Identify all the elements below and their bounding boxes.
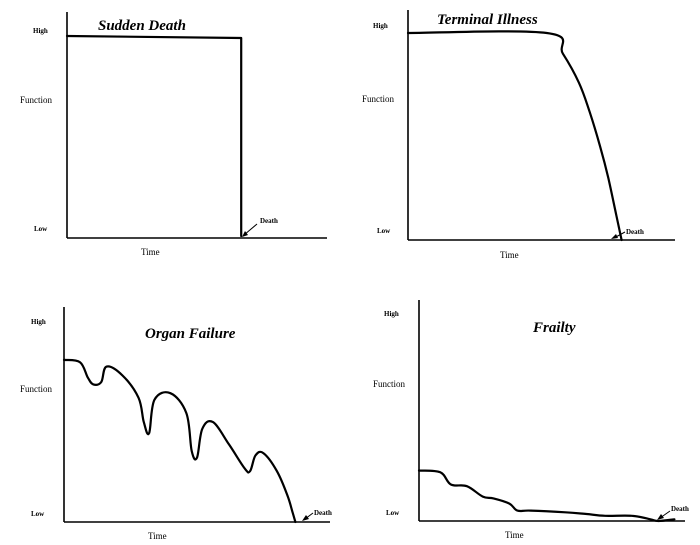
y-low-label: Low [377, 227, 391, 235]
series-line [62, 358, 297, 524]
chart-title: Sudden Death [98, 18, 186, 34]
death-label: Death [671, 505, 689, 513]
y-high-label: High [384, 310, 399, 318]
death-label: Death [626, 228, 644, 236]
death-arrow-head [611, 234, 618, 239]
x-axis-label: Time [141, 247, 160, 257]
death-label: Death [314, 509, 332, 517]
chart-frailty: Frailty High Function Low Time Death [373, 300, 689, 540]
chart-title: Organ Failure [145, 326, 236, 342]
chart-sudden-death: Sudden Death High Function Low Time Deat… [20, 12, 327, 257]
death-arrow-head [657, 514, 664, 520]
y-axis-label: Function [20, 384, 53, 394]
chart-title: Terminal Illness [437, 12, 538, 28]
x-axis-label: Time [148, 531, 167, 541]
y-high-label: High [373, 22, 388, 30]
series-line [406, 30, 623, 242]
y-high-label: High [33, 27, 48, 35]
series-line [417, 469, 676, 523]
x-axis-label: Time [500, 250, 519, 260]
y-axis-label: Function [20, 95, 53, 105]
y-low-label: Low [34, 225, 48, 233]
y-low-label: Low [386, 509, 400, 517]
chart-organ-failure: Organ Failure High Function Low Time Dea… [20, 307, 332, 541]
death-label: Death [260, 217, 278, 225]
y-axis-label: Function [362, 94, 395, 104]
y-high-label: High [31, 318, 46, 326]
chart-title: Frailty [532, 320, 576, 336]
death-arrow-head [302, 515, 309, 521]
y-axis-label: Function [373, 379, 406, 389]
death-arrow-head [242, 231, 248, 237]
x-axis-label: Time [505, 530, 524, 540]
chart-terminal-illness: Terminal Illness High Function Low Time … [362, 10, 675, 260]
y-low-label: Low [31, 510, 45, 518]
series-line [65, 34, 243, 238]
